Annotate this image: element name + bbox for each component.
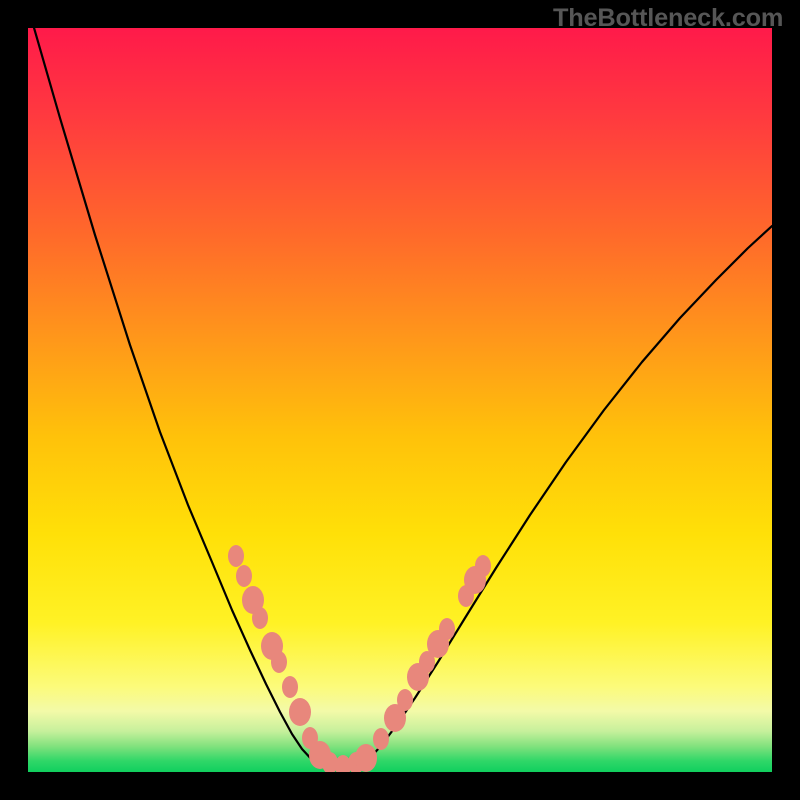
data-marker [252,607,268,629]
data-marker [439,618,455,640]
data-marker [355,744,377,772]
data-marker [397,689,413,711]
data-marker [236,565,252,587]
bottleneck-chart [0,0,800,800]
watermark-text: TheBottleneck.com [553,4,783,33]
data-marker [271,651,287,673]
data-marker [373,728,389,750]
data-marker [282,676,298,698]
data-marker [289,698,311,726]
plot-area [28,28,772,772]
data-marker [228,545,244,567]
data-marker [475,555,491,577]
